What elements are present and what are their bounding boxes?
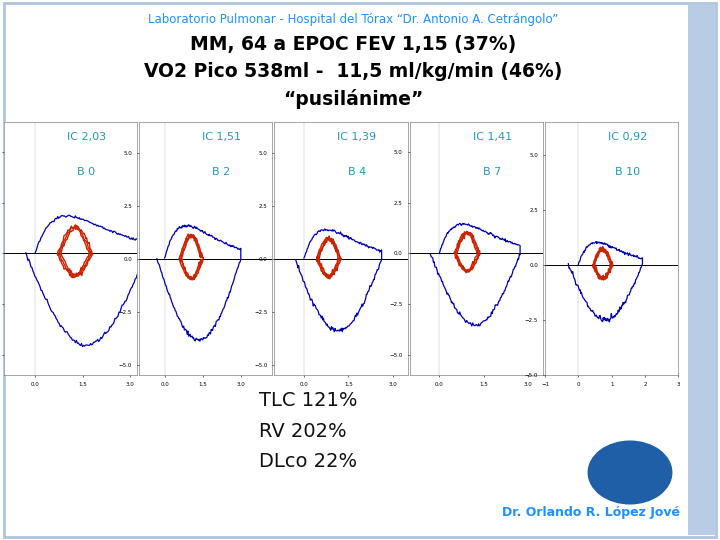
Text: IC 2,03: IC 2,03 [67,132,106,141]
Text: Laboratorio Pulmonar - Hospital del Tórax “Dr. Antonio A. Cetrángolo”: Laboratorio Pulmonar - Hospital del Tóra… [148,14,558,26]
Text: TLC 121%
RV 202%
DLco 22%: TLC 121% RV 202% DLco 22% [259,392,358,471]
Text: B 10: B 10 [615,167,640,177]
Text: Dr. Orlando R. López Jové: Dr. Orlando R. López Jové [503,507,680,519]
Text: B 0: B 0 [77,167,95,177]
Text: B 4: B 4 [348,167,366,177]
Text: “pusilánime”: “pusilánime” [283,89,423,109]
Text: B 7: B 7 [483,167,501,177]
Text: IC 1,41: IC 1,41 [473,132,512,141]
Text: VO2 Pico 538ml -  11,5 ml/kg/min (46%): VO2 Pico 538ml - 11,5 ml/kg/min (46%) [143,62,562,81]
Text: IC 1,51: IC 1,51 [202,132,241,141]
Text: MM, 64 a EPOC FEV 1,15 (37%): MM, 64 a EPOC FEV 1,15 (37%) [189,35,516,54]
Text: IC 0,92: IC 0,92 [608,132,647,141]
Text: B 2: B 2 [212,167,230,177]
Text: IC 1,39: IC 1,39 [338,132,377,141]
